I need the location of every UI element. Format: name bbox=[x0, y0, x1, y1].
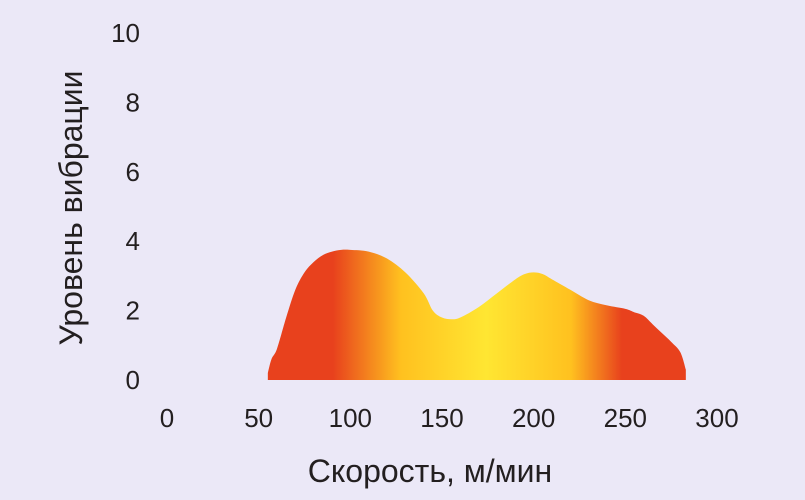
x-tick-label: 100 bbox=[329, 403, 372, 433]
y-tick-label: 4 bbox=[126, 226, 140, 256]
y-tick-label: 6 bbox=[126, 157, 140, 187]
y-tick-label: 10 bbox=[111, 18, 140, 48]
y-axis-ticks: 0 2 4 6 8 10 bbox=[111, 18, 140, 395]
x-axis-label: Скорость, м/мин bbox=[308, 453, 552, 489]
x-tick-label: 250 bbox=[604, 403, 647, 433]
y-tick-label: 2 bbox=[126, 296, 140, 326]
x-tick-label: 0 bbox=[160, 403, 174, 433]
y-tick-label: 8 bbox=[126, 87, 140, 117]
x-tick-label: 300 bbox=[695, 403, 738, 433]
vibration-area bbox=[267, 249, 686, 380]
x-axis-ticks: 0 50 100 150 200 250 300 bbox=[160, 403, 739, 433]
x-tick-label: 50 bbox=[244, 403, 273, 433]
y-axis-label: Уровень вибрации bbox=[53, 70, 89, 345]
x-tick-label: 150 bbox=[420, 403, 463, 433]
y-tick-label: 0 bbox=[126, 365, 140, 395]
x-tick-label: 200 bbox=[512, 403, 555, 433]
